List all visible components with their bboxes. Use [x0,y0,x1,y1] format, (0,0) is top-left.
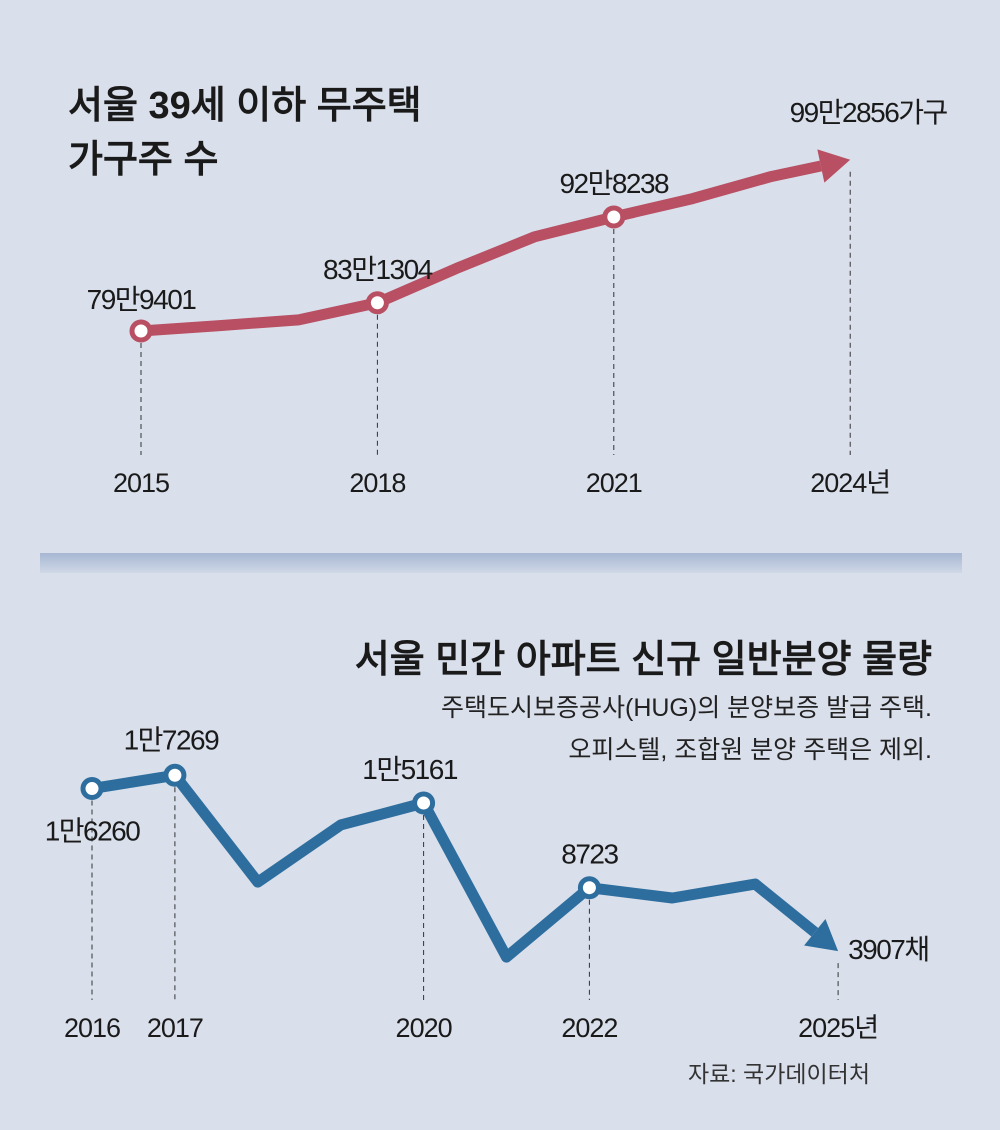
chart2-title: 서울 민간 아파트 신규 일반분양 물량 [355,639,932,681]
arrow-head [804,918,839,952]
data-label: 1만6260 [45,816,141,847]
data-label: 92만8238 [559,168,669,199]
data-point [602,205,626,229]
chart1-title-line2: 가구주 수 [68,139,218,181]
data-point [163,763,187,787]
data-label: 8723 [561,839,618,870]
data-point [577,876,601,900]
source-note: 자료: 국가데이터처 [688,1061,870,1087]
data-point [365,291,389,315]
data-label: 1만7269 [124,724,220,755]
data-point [412,791,436,815]
x-tick-label: 2015 [113,468,169,498]
data-label: 79만9401 [87,284,197,315]
data-label: 3907채 [848,934,929,965]
x-tick-label: 2017 [147,1013,203,1043]
x-tick-label: 2022 [561,1013,617,1043]
x-tick-label: 2016 [64,1013,120,1043]
chart2: 2016 2017 2020 2022 2025년 1만6260 1만7269 1만5161 8… [45,724,930,1043]
arrow-head [817,149,851,183]
x-tick-label: 2024년 [810,468,890,498]
chart2-subtitle-line2: 오피스텔, 조합원 분양 주택은 제외. [568,736,932,764]
series-line [140,160,822,337]
chart1: 2015 2018 2021 2024년 79만9401 83만1304 92만8238 99… [87,97,949,498]
x-tick-label: 2025년 [798,1013,878,1043]
data-label: 1만5161 [362,754,458,785]
x-tick-label: 2018 [349,468,405,498]
data-label: 83만1304 [323,254,433,285]
data-label: 99만2856가구 [790,97,948,128]
chart2-subtitle-line1: 주택도시보증공사(HUG)의 분양보증 발급 주택. [441,694,932,722]
section-divider [40,553,962,573]
series-line [91,769,819,963]
data-point [129,319,153,343]
data-point [80,777,104,801]
x-tick-label: 2021 [586,468,642,498]
x-tick-label: 2020 [396,1013,452,1043]
chart1-title-line1: 서울 39세 이하 무주택 [68,85,422,127]
